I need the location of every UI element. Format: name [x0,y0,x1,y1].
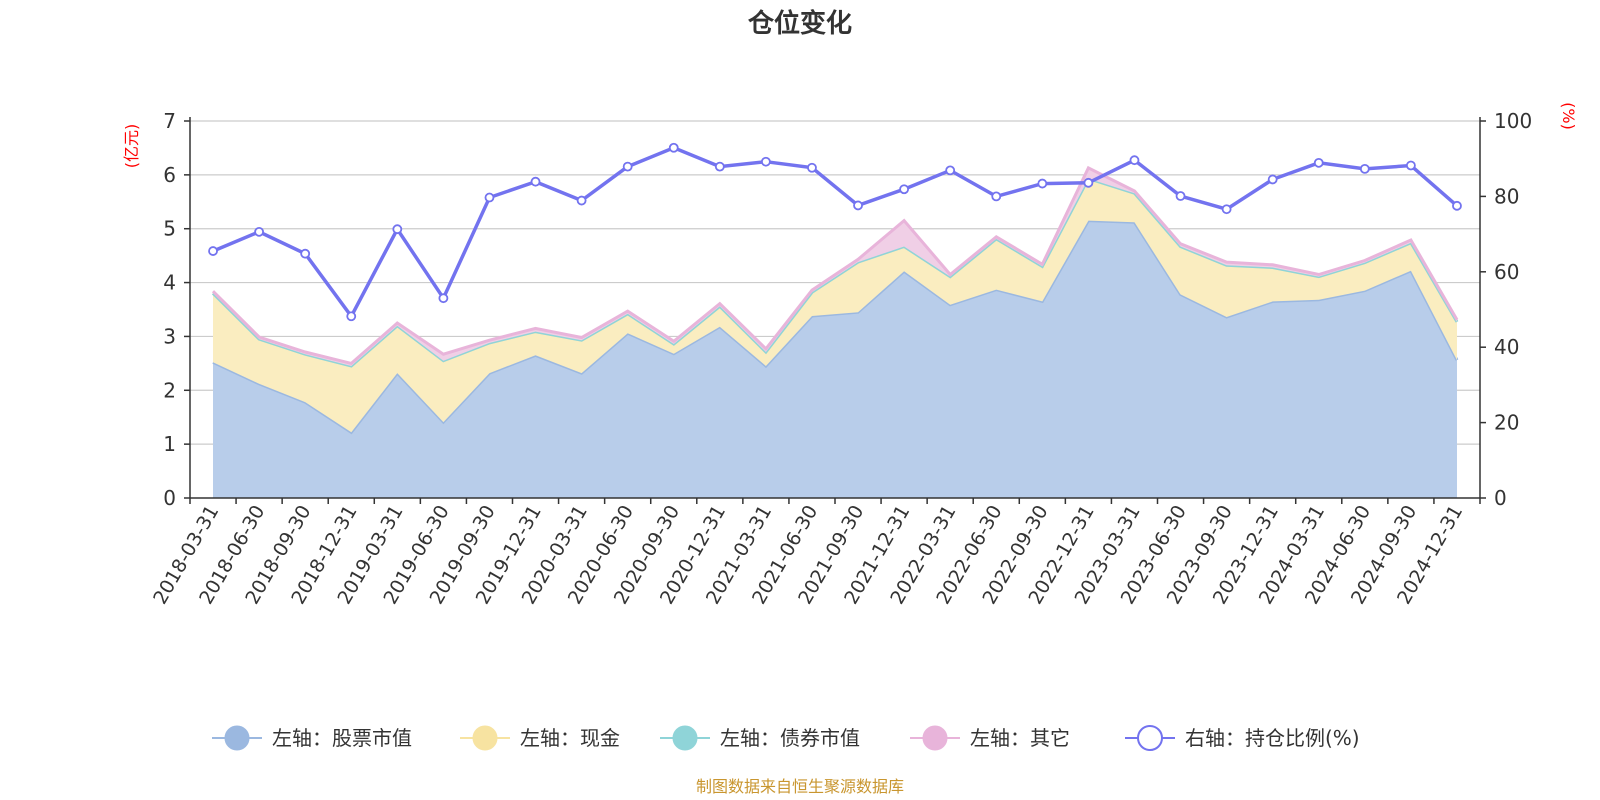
area-series [211,165,1459,498]
legend-item[interactable]: 右轴：持仓比例(%) [1125,725,1360,751]
right-tick-label: 20 [1494,411,1519,435]
holding-ratio-point [1083,177,1094,188]
holding-ratio-point [254,226,265,237]
legend-item[interactable]: 左轴：股票市值 [212,725,412,751]
holding-ratio-point [714,161,725,172]
holding-ratio-point [208,246,218,256]
holding-ratio-point [1221,204,1232,215]
legend-label: 左轴：其它 [970,726,1070,750]
holding-ratio-point [899,184,910,195]
legend-item[interactable]: 左轴：债券市值 [660,725,860,751]
holding-ratio-point [991,191,1002,202]
line-series [208,142,1462,322]
holding-ratio-point [1037,178,1048,189]
holding-ratio-point [1313,157,1324,168]
area-line-2 [211,176,1459,368]
holding-ratio-point [576,195,587,206]
holding-ratio-point [1129,155,1140,166]
legend-label: 左轴：债券市值 [720,726,860,750]
holding-ratio-point [760,156,771,167]
left-tick-label: 4 [163,271,176,295]
holding-ratio-point [392,224,403,235]
left-tick-label: 7 [163,109,176,133]
holding-ratio-point [945,165,956,176]
source-note: 制图数据来自恒生聚源数据库 [696,777,904,796]
holding-ratio-point [1267,174,1278,185]
legend-marker [1137,725,1163,751]
left-tick-label: 6 [163,163,176,187]
legend-item[interactable]: 左轴：其它 [910,725,1070,751]
area-1 [213,178,1457,433]
left-tick-label: 1 [163,432,176,456]
legend-item[interactable]: 左轴：现金 [460,725,620,751]
holding-ratio-point [1452,200,1462,211]
holding-ratio-point [484,192,495,203]
chart-title: 仓位变化 [747,8,852,39]
holding-ratio-point [300,248,311,259]
holding-ratio-point [807,162,817,173]
left-tick-label: 5 [163,217,176,241]
holding-ratio-point [668,142,679,153]
left-tick-label: 2 [163,378,176,402]
legend-label: 右轴：持仓比例(%) [1185,726,1360,750]
holding-ratio-line [212,145,1459,320]
holding-ratio-point [1359,163,1370,174]
legend-marker [472,725,498,751]
holding-ratio-point [853,200,863,211]
right-tick-label: 80 [1494,184,1519,208]
area-0 [213,220,1457,498]
left-axis-unit: (亿元) [122,124,141,169]
holding-ratio-point [1405,160,1416,171]
legend-label: 左轴：股票市值 [272,726,412,750]
legend[interactable]: 左轴：股票市值 左轴：现金 左轴：债券市值 左轴：其它 右轴：持仓比例(%) [212,725,1360,751]
right-axis-unit: (%) [1559,102,1578,130]
legend-label: 左轴：现金 [520,726,620,750]
area-line-3 [211,165,1459,366]
right-tick-label: 100 [1494,109,1532,133]
left-tick-label: 0 [163,486,176,510]
holding-ratio-point [346,311,357,322]
holding-ratio-point [1175,191,1186,201]
right-tick-label: 0 [1494,486,1507,510]
holding-ratio-point [438,293,449,304]
legend-marker [224,725,250,751]
holding-ratio-point [622,161,633,172]
right-tick-label: 60 [1494,260,1519,284]
legend-marker [922,725,948,751]
right-tick-label: 40 [1494,335,1519,359]
left-tick-label: 3 [163,324,176,348]
holding-ratio-point [530,176,541,187]
legend-marker [672,725,698,751]
